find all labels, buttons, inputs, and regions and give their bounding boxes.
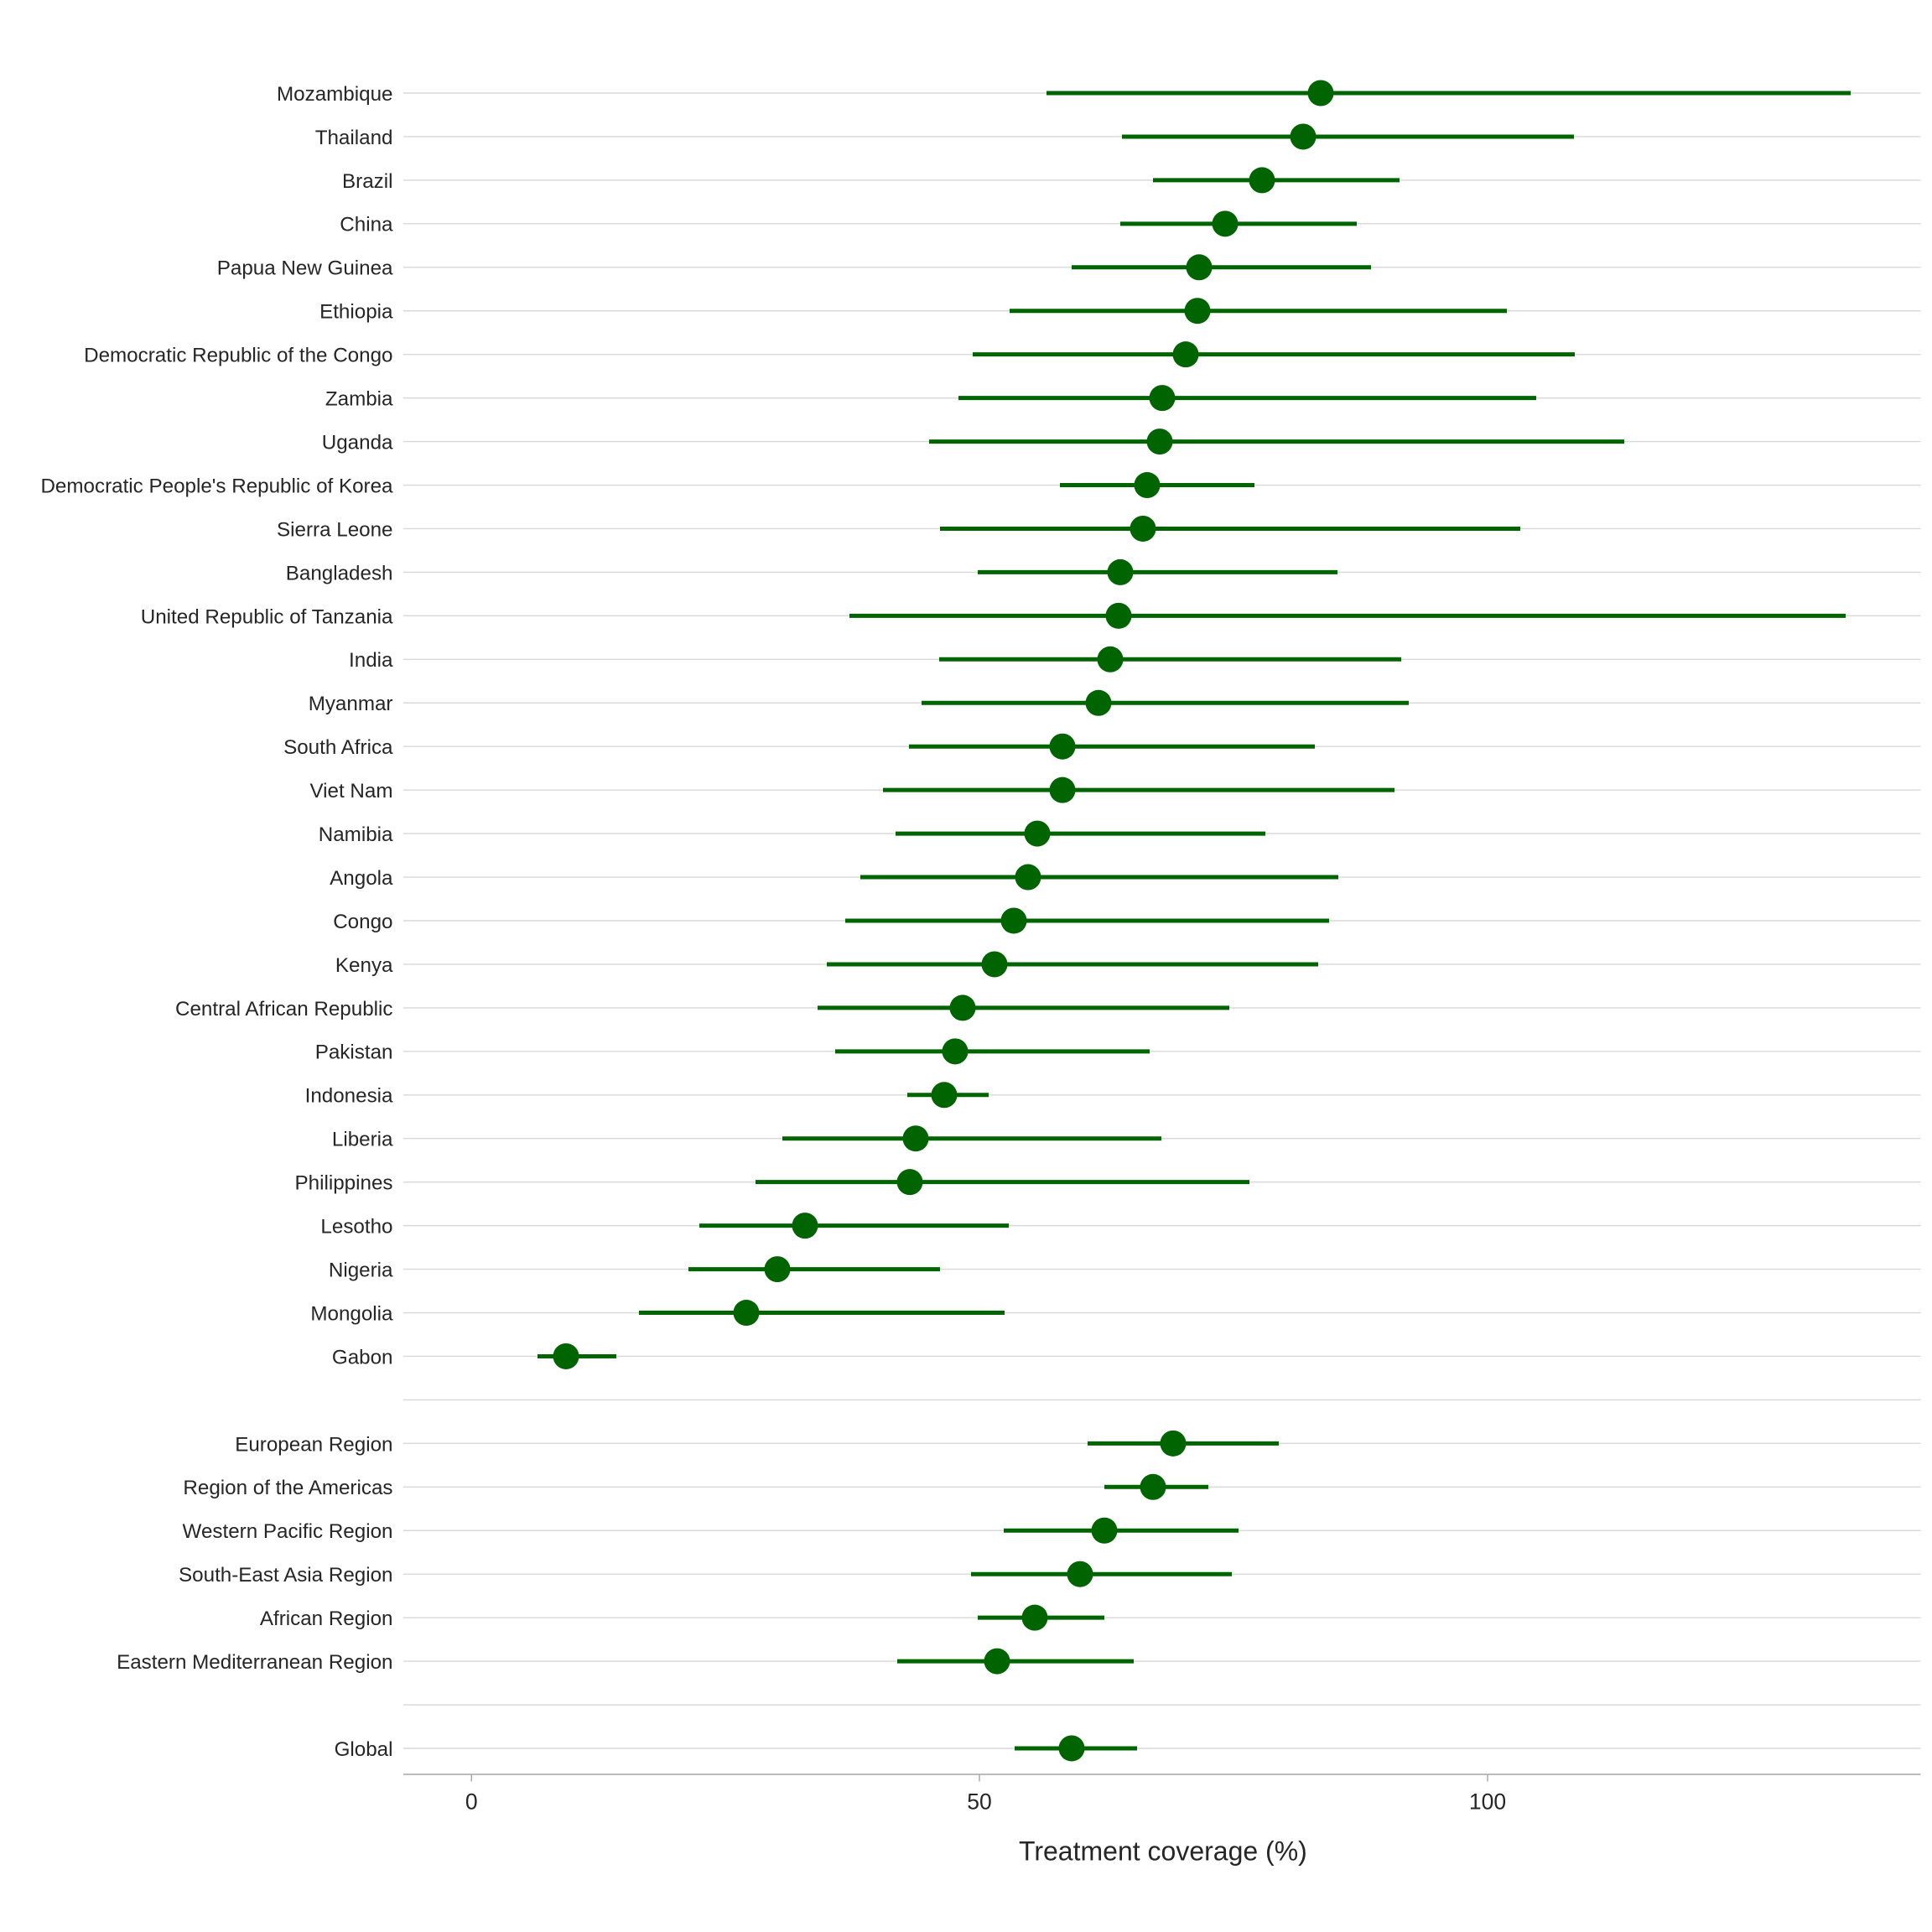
svg-text:Gabon: Gabon: [332, 1346, 393, 1368]
svg-text:India: India: [349, 649, 393, 672]
svg-text:Eastern Mediterranean Region: Eastern Mediterranean Region: [117, 1651, 392, 1674]
svg-text:Brazil: Brazil: [342, 170, 392, 193]
svg-text:Angola: Angola: [330, 867, 393, 890]
svg-text:Kenya: Kenya: [335, 954, 393, 977]
svg-text:China: China: [340, 214, 393, 236]
svg-text:Congo: Congo: [333, 911, 392, 933]
svg-text:Zambia: Zambia: [325, 388, 393, 411]
svg-text:Philippines: Philippines: [295, 1172, 393, 1195]
svg-text:Nigeria: Nigeria: [329, 1259, 393, 1281]
svg-text:United Republic of Tanzania: United Republic of Tanzania: [141, 605, 393, 628]
svg-text:Lesotho: Lesotho: [320, 1216, 392, 1239]
svg-text:Liberia: Liberia: [332, 1129, 393, 1151]
svg-text:Indonesia: Indonesia: [305, 1085, 393, 1108]
svg-text:South Africa: South Africa: [283, 736, 393, 759]
svg-text:0: 0: [465, 1789, 478, 1815]
svg-text:Mongolia: Mongolia: [310, 1302, 393, 1325]
svg-text:Viet Nam: Viet Nam: [309, 780, 392, 802]
svg-text:Bangladesh: Bangladesh: [286, 562, 393, 584]
svg-text:South-East Asia Region: South-East Asia Region: [179, 1564, 392, 1587]
svg-text:European Region: European Region: [235, 1433, 392, 1456]
svg-text:Pakistan: Pakistan: [315, 1041, 393, 1064]
svg-text:Region of the Americas: Region of the Americas: [183, 1477, 392, 1499]
svg-text:50: 50: [967, 1789, 991, 1815]
svg-text:African Region: African Region: [260, 1607, 393, 1630]
svg-text:Myanmar: Myanmar: [309, 693, 393, 715]
svg-text:Global: Global: [335, 1738, 393, 1761]
svg-text:Mozambique: Mozambique: [277, 83, 392, 106]
svg-text:Thailand: Thailand: [315, 127, 393, 149]
svg-text:Western Pacific Region: Western Pacific Region: [183, 1520, 393, 1543]
svg-text:Central African Republic: Central African Republic: [175, 998, 392, 1021]
svg-text:Treatment coverage (%): Treatment coverage (%): [1019, 1836, 1307, 1867]
svg-text:Papua New Guinea: Papua New Guinea: [217, 257, 393, 280]
svg-text:100: 100: [1469, 1789, 1506, 1815]
svg-text:Namibia: Namibia: [319, 823, 393, 846]
svg-text:Uganda: Uganda: [322, 431, 393, 454]
svg-text:Democratic People's Republic o: Democratic People's Republic of Korea: [40, 475, 393, 497]
svg-text:Democratic Republic of the Con: Democratic Republic of the Congo: [84, 345, 392, 367]
svg-text:Ethiopia: Ethiopia: [319, 301, 393, 324]
svg-text:Sierra Leone: Sierra Leone: [277, 518, 393, 541]
